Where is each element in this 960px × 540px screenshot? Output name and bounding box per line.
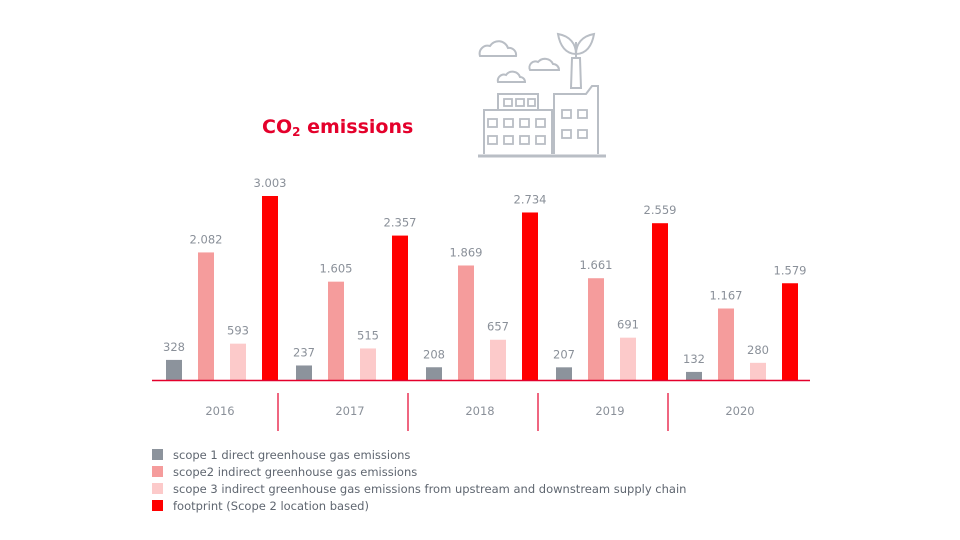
data-label-2016-series-4: 3.003 — [254, 176, 287, 190]
data-label-2016-series-1: 328 — [163, 340, 185, 354]
data-label-2019-series-4: 2.559 — [644, 203, 677, 217]
bar-2018-series-2 — [458, 265, 474, 380]
x-tick-label-2018: 2018 — [465, 404, 494, 418]
x-tick-label-2016: 2016 — [205, 404, 234, 418]
legend-item-4: footprint (Scope 2 location based) — [152, 497, 686, 514]
bar-2020-series-3 — [750, 362, 766, 380]
x-tick-label-2019: 2019 — [595, 404, 624, 418]
legend-label: scope2 indirect greenhouse gas emissions — [173, 464, 418, 479]
data-label-2018-series-1: 208 — [423, 347, 445, 361]
data-label-2017-series-1: 237 — [293, 345, 315, 359]
data-label-2020-series-2: 1.167 — [710, 288, 743, 302]
bar-2016-series-2 — [198, 252, 214, 380]
legend: scope 1 direct greenhouse gas emissions s… — [152, 446, 686, 514]
data-label-2020-series-4: 1.579 — [774, 263, 807, 277]
legend-swatch — [152, 500, 163, 511]
legend-swatch — [152, 449, 163, 460]
data-label-2018-series-4: 2.734 — [514, 192, 547, 206]
bar-2018-series-3 — [490, 339, 506, 380]
bar-chart: 328 2.082 593 3.003 2016 237 1.605 515 2.357 2017… — [152, 176, 810, 431]
data-label-2018-series-2: 1.869 — [450, 245, 483, 259]
legend-item-2: scope2 indirect greenhouse gas emissions — [152, 463, 686, 480]
data-label-2017-series-4: 2.357 — [384, 216, 417, 230]
legend-item-3: scope 3 indirect greenhouse gas emission… — [152, 480, 686, 497]
bar-2017-series-2 — [328, 281, 344, 380]
bar-2020-series-4 — [782, 283, 798, 380]
bar-2016-series-4 — [262, 196, 278, 380]
bar-2019-series-1 — [556, 367, 572, 380]
bar-2019-series-4 — [652, 223, 668, 380]
bar-2018-series-4 — [522, 212, 538, 380]
data-label-2016-series-2: 2.082 — [190, 232, 223, 246]
x-tick-label-2020: 2020 — [725, 404, 754, 418]
bar-2017-series-3 — [360, 348, 376, 380]
bar-2016-series-1 — [166, 359, 182, 380]
bar-2018-series-1 — [426, 367, 442, 380]
legend-label: scope 1 direct greenhouse gas emissions — [173, 447, 411, 462]
data-label-2019-series-3: 691 — [617, 318, 639, 332]
legend-swatch — [152, 466, 163, 477]
data-label-2017-series-2: 1.605 — [320, 262, 353, 276]
bar-2016-series-3 — [230, 343, 246, 380]
bar-2020-series-2 — [718, 308, 734, 380]
bar-2019-series-3 — [620, 337, 636, 380]
x-tick-label-2017: 2017 — [335, 404, 364, 418]
legend-item-1: scope 1 direct greenhouse gas emissions — [152, 446, 686, 463]
data-label-2019-series-2: 1.661 — [580, 258, 613, 272]
data-label-2016-series-3: 593 — [227, 324, 249, 338]
data-label-2020-series-1: 132 — [683, 352, 705, 366]
bar-2017-series-1 — [296, 365, 312, 380]
factory-icon — [478, 32, 606, 158]
data-label-2017-series-3: 515 — [357, 328, 379, 342]
bar-2020-series-1 — [686, 371, 702, 380]
bar-2017-series-4 — [392, 235, 408, 380]
bar-2019-series-2 — [588, 278, 604, 380]
data-label-2018-series-3: 657 — [487, 320, 509, 334]
data-label-2020-series-3: 280 — [747, 343, 769, 357]
legend-label: footprint (Scope 2 location based) — [173, 498, 369, 513]
chart-title: CO2 emissions — [262, 116, 414, 139]
data-label-2019-series-1: 207 — [553, 347, 575, 361]
legend-swatch — [152, 483, 163, 494]
legend-label: scope 3 indirect greenhouse gas emission… — [173, 481, 687, 496]
